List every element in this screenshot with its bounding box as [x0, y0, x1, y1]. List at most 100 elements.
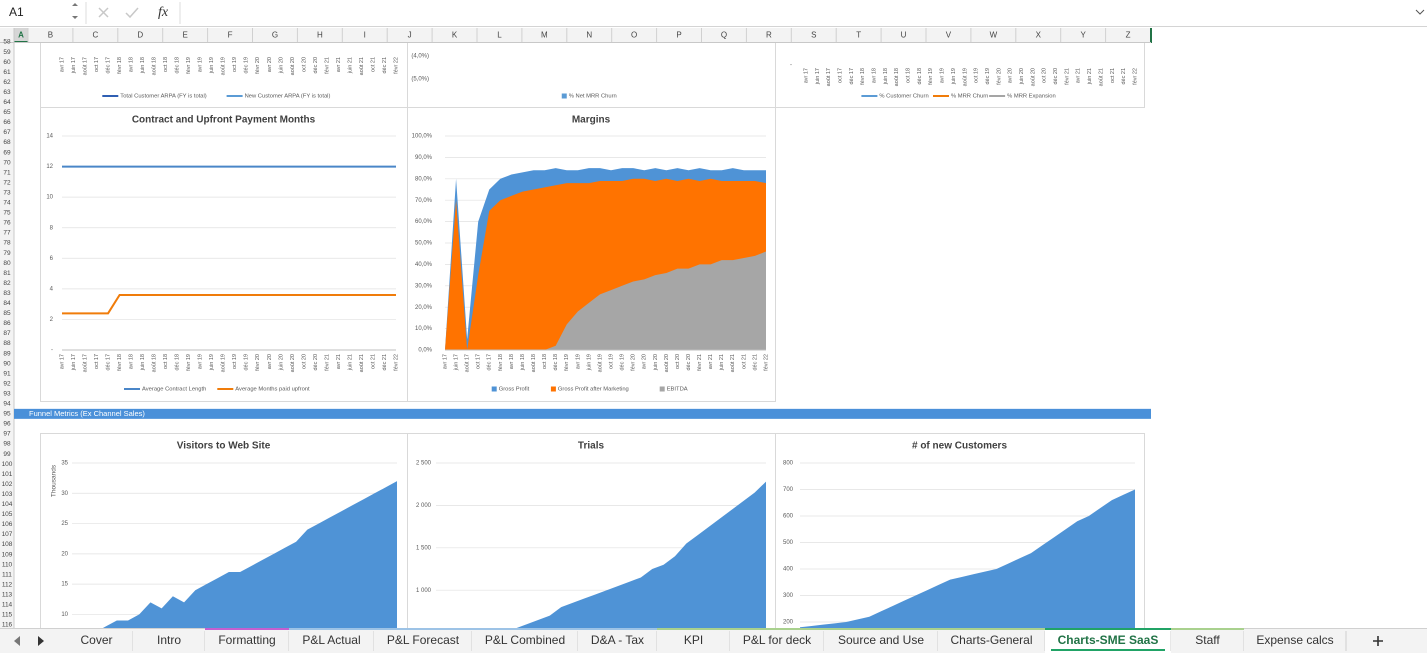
column-header[interactable]: D	[137, 31, 143, 40]
row-header[interactable]: 107	[2, 531, 13, 538]
sheet-tab-label[interactable]: Staff	[1195, 633, 1220, 647]
row-header[interactable]: 64	[3, 99, 11, 106]
sheet-tab[interactable]	[730, 629, 824, 653]
row-header[interactable]: 92	[3, 380, 11, 387]
column-header[interactable]: V	[946, 31, 952, 40]
row-header[interactable]: 60	[3, 59, 11, 66]
cancel-icon[interactable]	[98, 7, 109, 18]
sheet-tab[interactable]	[133, 629, 205, 653]
column-header[interactable]: W	[990, 31, 998, 40]
row-header[interactable]: 116	[2, 622, 13, 629]
column-header[interactable]: H	[317, 31, 323, 40]
row-header[interactable]: 100	[2, 461, 13, 468]
row-header[interactable]: 113	[2, 591, 13, 598]
sheet-tab-label[interactable]: P&L Combined	[485, 633, 565, 647]
row-header[interactable]: 101	[2, 471, 13, 478]
column-header[interactable]: Y	[1080, 31, 1086, 40]
row-header[interactable]: 99	[3, 451, 11, 458]
row-header[interactable]: 71	[3, 169, 11, 176]
row-header[interactable]: 73	[3, 189, 11, 196]
row-header[interactable]: 102	[2, 481, 13, 488]
sheet-tab-label[interactable]: Formatting	[218, 633, 275, 647]
row-header[interactable]: 93	[3, 390, 11, 397]
enter-icon[interactable]	[125, 7, 139, 19]
row-header[interactable]: 81	[3, 270, 11, 277]
column-header[interactable]: Z	[1126, 31, 1131, 40]
row-header[interactable]: 67	[3, 129, 11, 136]
column-header[interactable]: E	[182, 31, 187, 40]
sheet-tab[interactable]	[657, 629, 730, 653]
row-header[interactable]: 72	[3, 179, 11, 186]
row-header[interactable]: 114	[2, 602, 13, 609]
sheet-tab-label[interactable]: Intro	[157, 633, 181, 647]
column-header[interactable]: S	[811, 31, 816, 40]
row-header[interactable]: 74	[3, 200, 11, 207]
row-header[interactable]: 96	[3, 421, 11, 428]
row-header[interactable]: 95	[3, 411, 11, 418]
column-header[interactable]: I	[364, 31, 366, 40]
sheet-tab-label[interactable]: D&A - Tax	[591, 633, 644, 647]
column-header[interactable]: B	[48, 31, 53, 40]
sheet-tab-label[interactable]: Cover	[80, 633, 112, 647]
sheet-tab-label[interactable]: P&L Actual	[302, 633, 360, 647]
row-header[interactable]: 106	[2, 521, 13, 528]
row-header[interactable]: 82	[3, 280, 11, 287]
row-header[interactable]: 63	[3, 89, 11, 96]
column-header[interactable]: A	[18, 31, 24, 40]
sheet-tab-label[interactable]: P&L Forecast	[387, 633, 460, 647]
column-header[interactable]: L	[497, 31, 502, 40]
row-header[interactable]: 78	[3, 240, 11, 247]
row-header[interactable]: 90	[3, 360, 11, 367]
row-header[interactable]: 80	[3, 260, 11, 267]
prev-sheet[interactable]	[14, 636, 20, 646]
column-header[interactable]: U	[901, 31, 907, 40]
row-header[interactable]: 66	[3, 119, 11, 126]
sheet-tab[interactable]	[1244, 629, 1346, 653]
sheet-tab[interactable]	[60, 629, 133, 653]
sheet-tab-label[interactable]: Expense calcs	[1256, 633, 1333, 647]
row-header[interactable]: 61	[3, 69, 11, 76]
column-header[interactable]: P	[676, 31, 681, 40]
row-header[interactable]: 79	[3, 250, 11, 257]
row-header[interactable]: 88	[3, 340, 11, 347]
column-header[interactable]: N	[586, 31, 592, 40]
row-header[interactable]: 86	[3, 320, 11, 327]
expand-formula[interactable]	[1415, 9, 1425, 15]
column-header[interactable]: O	[631, 31, 637, 40]
column-header[interactable]: M	[541, 31, 548, 40]
row-header[interactable]: 76	[3, 220, 11, 227]
column-header[interactable]: Q	[721, 31, 727, 40]
sheet-tab-label[interactable]: Source and Use	[838, 633, 924, 647]
column-header[interactable]: R	[766, 31, 772, 40]
row-header[interactable]: 70	[3, 159, 11, 166]
row-header[interactable]: 105	[2, 511, 13, 518]
row-header[interactable]: 111	[2, 571, 12, 578]
row-header[interactable]: 85	[3, 310, 11, 317]
fx-icon[interactable]: fx	[158, 5, 169, 20]
sheet-tab[interactable]	[938, 629, 1045, 653]
column-header[interactable]: F	[228, 31, 233, 40]
row-header[interactable]: 83	[3, 290, 11, 297]
column-header[interactable]: G	[272, 31, 278, 40]
row-header[interactable]: 89	[3, 350, 11, 357]
row-header[interactable]: 103	[2, 491, 13, 498]
sheet-tab-label[interactable]: KPI	[684, 633, 703, 647]
sheet-tab-label[interactable]: Charts-General	[950, 633, 1032, 647]
row-header[interactable]: 62	[3, 79, 11, 86]
row-header[interactable]: 115	[2, 612, 13, 619]
sheet-tab[interactable]	[578, 629, 657, 653]
sheet-tab[interactable]	[472, 629, 578, 653]
sheet-tab[interactable]	[374, 629, 472, 653]
row-header[interactable]: 77	[3, 230, 11, 237]
sheet-tab-label[interactable]: Charts-SME SaaS	[1058, 633, 1159, 647]
column-header[interactable]: T	[856, 31, 861, 40]
column-header[interactable]: J	[408, 31, 412, 40]
row-header[interactable]: 75	[3, 210, 11, 217]
column-header[interactable]: X	[1036, 31, 1042, 40]
add-sheet[interactable]	[1373, 636, 1383, 646]
row-header[interactable]: 69	[3, 149, 11, 156]
name-box[interactable]: A1	[9, 5, 24, 19]
row-header[interactable]: 65	[3, 109, 11, 116]
row-header[interactable]: 104	[2, 501, 13, 508]
row-header[interactable]: 68	[3, 139, 11, 146]
